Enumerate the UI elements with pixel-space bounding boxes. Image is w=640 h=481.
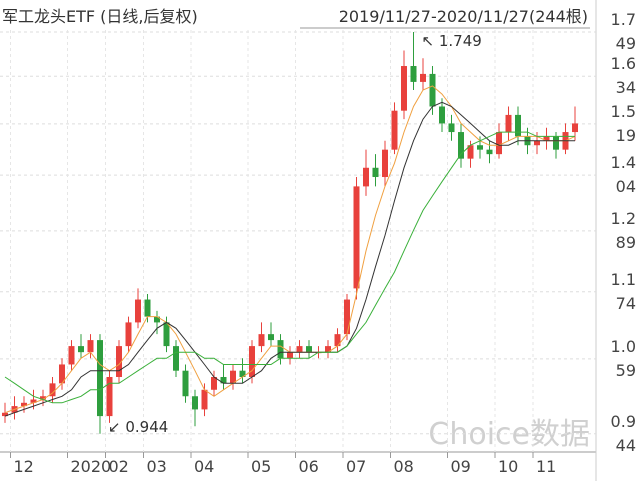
candle-body (277, 340, 284, 359)
candle-body (2, 412, 8, 417)
chart-title: 军工龙头ETF (日线,后复权) (2, 7, 198, 26)
y-tick-label: 1.749 (610, 9, 636, 53)
candle-body (477, 145, 483, 150)
candle-body (458, 132, 464, 159)
candle-body (144, 299, 151, 317)
y-tick-label: 0.944 (610, 411, 636, 455)
candle-body (372, 167, 379, 178)
candle-body (40, 396, 46, 400)
x-tick-label: 10 (498, 457, 518, 476)
candle-body (30, 399, 37, 403)
candle-body (173, 346, 179, 371)
candle-body (296, 346, 303, 353)
y-tick-label: 1.289 (610, 208, 636, 252)
candle-body (21, 402, 27, 407)
candle-body (391, 110, 398, 150)
plot (2, 31, 578, 434)
candle-body (97, 340, 103, 417)
candle-body (486, 149, 493, 155)
y-tick-label: 1.059 (610, 336, 636, 380)
candle-body (534, 140, 540, 146)
x-tick-label: 2020 (71, 457, 112, 476)
candle-body (268, 334, 274, 341)
candle-body (439, 106, 445, 124)
candle-body (505, 114, 512, 133)
watermark: Choice数据 (428, 417, 590, 452)
candle-body (239, 370, 246, 377)
candle-body (515, 114, 521, 137)
low-annotation: ↙ 0.944 (108, 418, 168, 436)
x-tick-label: 07 (346, 457, 366, 476)
x-tick-label: 08 (394, 457, 414, 476)
candle-body (201, 389, 208, 410)
chart-subtitle: 2019/11/27-2020/11/27(244根) (339, 7, 588, 26)
candle-body (363, 167, 369, 187)
x-tick-label: 03 (147, 457, 167, 476)
candle-body (249, 346, 255, 377)
candle-body (68, 346, 75, 365)
candle-body (448, 123, 455, 133)
candle-body (306, 346, 312, 353)
x-tick-label: 06 (299, 457, 319, 476)
candle-body (125, 322, 132, 347)
candle-body (334, 334, 341, 347)
candle-body (135, 299, 141, 323)
candle-body (553, 136, 559, 150)
candle-body (78, 346, 84, 353)
x-tick-label: 09 (451, 457, 471, 476)
x-tick-label: 12 (14, 457, 34, 476)
candle-body (496, 132, 502, 155)
candle-body (429, 73, 436, 107)
x-tick-label: 05 (251, 457, 271, 476)
y-tick-label: 1.519 (610, 101, 636, 145)
candle-body (106, 376, 113, 417)
candle-body (220, 376, 227, 384)
candle-body (401, 66, 407, 111)
y-tick-label: 1.404 (610, 153, 636, 197)
ma-line (4, 131, 575, 404)
x-tick-label: 04 (194, 457, 214, 476)
x-tick-label: 11 (536, 457, 556, 476)
candle-body (543, 136, 550, 141)
high-annotation: ↖ 1.749 (422, 32, 482, 50)
candle-body (467, 145, 474, 159)
candle-body (182, 370, 189, 397)
candle-body (382, 149, 388, 178)
candle-body (420, 73, 426, 82)
candle-body (230, 370, 236, 384)
candle-body (49, 383, 56, 397)
candle-body (87, 340, 94, 353)
candle-body (353, 186, 360, 289)
x-tick-label: 02 (109, 457, 129, 476)
ma-line (4, 101, 575, 417)
candle-body (572, 123, 578, 133)
candle-body (154, 316, 160, 323)
y-tick-label: 1.174 (610, 269, 636, 313)
candle-body (59, 364, 65, 384)
candle-body (116, 346, 122, 377)
candle-body (344, 299, 350, 335)
y-tick-label: 1.634 (610, 54, 636, 98)
candle-body (287, 352, 293, 359)
candle-body (192, 396, 198, 410)
candle-body (258, 334, 265, 347)
candle-body (410, 66, 417, 82)
candle-body (211, 376, 217, 390)
candle-body (325, 346, 331, 353)
candle-body (163, 322, 170, 347)
